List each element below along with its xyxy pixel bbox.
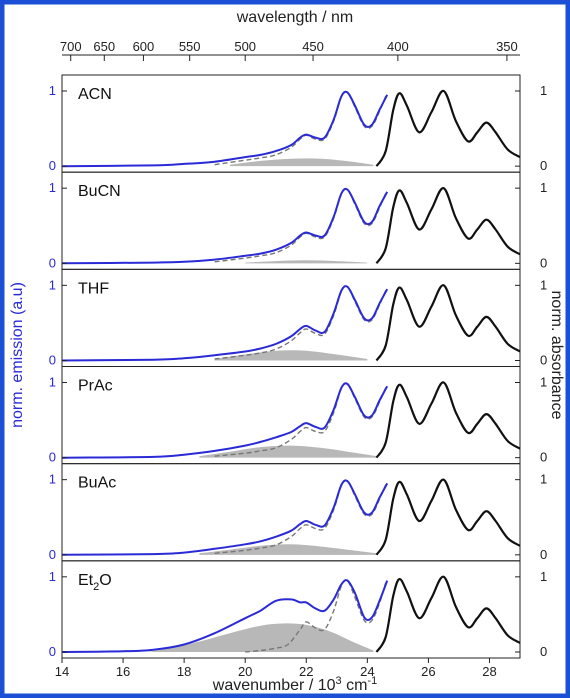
right-axis-tick-label: 0 (540, 353, 547, 368)
shaded-component-area (229, 158, 374, 167)
shaded-component-area (147, 623, 374, 652)
bottom-axis-title-mid: cm (342, 677, 368, 694)
right-axis-tick-label: 0 (540, 158, 547, 173)
panel-label-acn: ACN (78, 86, 112, 103)
shaded-component-area (214, 350, 368, 361)
emission-curve (61, 382, 389, 459)
bottom-axis-tick-label: 16 (116, 664, 130, 679)
plot-area: 700 650 600 550 500 450 400 350 0 1 0 1 ACN 0 1 0 1 BuCN 0… (49, 39, 547, 679)
right-axis-tick-label: 0 (540, 255, 547, 270)
top-axis-tick-label: 500 (234, 39, 256, 54)
panel-frame (61, 560, 521, 659)
left-axis-tick-label: 0 (49, 450, 56, 465)
right-axis-title: norm. absorbance (548, 291, 565, 420)
bottom-axis-title-sup2: -1 (367, 675, 377, 687)
shaded-component-area (199, 544, 377, 555)
bottom-axis-tick-label: 28 (482, 664, 496, 679)
emission-curve (61, 579, 389, 653)
panel-label-bucn: BuCN (78, 183, 121, 200)
bottom-axis-tick-label: 18 (177, 664, 191, 679)
bottom-axis-tick-label: 22 (299, 664, 313, 679)
left-axis-tick-label: 1 (49, 472, 56, 487)
panel-label-et: Et2O (78, 572, 112, 593)
right-axis-tick-label: 1 (540, 569, 547, 584)
left-axis-tick-label: 1 (49, 569, 56, 584)
right-axis-tick-label: 1 (540, 180, 547, 195)
top-axis-tick-label: 700 (60, 39, 82, 54)
bottom-axis-title: wavenumber / 103 cm-1 (212, 675, 377, 694)
top-axis-title: wavelength / nm (236, 9, 354, 26)
panel-label-tail: O (99, 572, 111, 589)
left-axis-tick-label: 0 (49, 644, 56, 659)
top-axis-tick-label: 450 (302, 39, 324, 54)
left-axis-tick-label: 1 (49, 180, 56, 195)
absorbance-curve (375, 478, 521, 556)
absorbance-curve (375, 284, 521, 362)
panel-label-main: BuAc (78, 475, 116, 492)
bottom-axis-title-sup1: 3 (336, 675, 342, 687)
absorbance-curve (375, 187, 521, 264)
top-axis-tick-label: 550 (179, 39, 201, 54)
emission-curve (61, 187, 389, 265)
emission-curve (61, 285, 389, 362)
right-axis-tick-label: 0 (540, 547, 547, 562)
panel-label-buac: BuAc (78, 475, 116, 492)
emission-curve (61, 90, 389, 168)
left-axis-tick-label: 1 (49, 277, 56, 292)
fit-curve-dashed (214, 382, 387, 457)
bottom-axis-tick-label: 26 (421, 664, 435, 679)
shaded-component-area (245, 260, 368, 264)
emission-curve (61, 479, 389, 556)
right-axis-tick-label: 1 (540, 375, 547, 390)
panel-label-prac: PrAc (78, 378, 113, 395)
absorbance-curve (375, 575, 521, 653)
left-axis-tick-label: 1 (49, 375, 56, 390)
right-axis-tick-label: 1 (540, 83, 547, 98)
right-axis-tick-label: 0 (540, 450, 547, 465)
bottom-axis-tick-label: 24 (360, 664, 374, 679)
fit-curve-dashed (214, 285, 387, 360)
bottom-axis-title-main: wavenumber / 10 (212, 677, 336, 694)
fit-curve-dashed (214, 479, 387, 554)
panel-label-main: BuCN (78, 183, 121, 200)
bottom-axis-tick-label: 20 (238, 664, 252, 679)
right-axis-tick-label: 1 (540, 472, 547, 487)
top-axis-tick-label: 400 (387, 39, 409, 54)
absorbance-curve (375, 381, 521, 459)
panel-label-subscript: 2 (93, 581, 99, 593)
panel-label-main: ACN (78, 86, 112, 103)
left-axis-tick-label: 1 (49, 83, 56, 98)
left-axis-tick-label: 0 (49, 547, 56, 562)
top-axis-tick-label: 350 (496, 39, 518, 54)
bottom-axis-tick-label: 14 (55, 664, 69, 679)
left-axis-tick-label: 0 (49, 158, 56, 173)
top-axis-tick-label: 650 (93, 39, 115, 54)
top-axis-tick-label: 600 (133, 39, 155, 54)
right-axis-tick-label: 1 (540, 277, 547, 292)
left-axis-title: norm. emission (a.u) (9, 282, 26, 428)
shaded-component-area (199, 445, 377, 458)
left-axis-tick-label: 0 (49, 255, 56, 270)
fit-curve-dashed (214, 188, 387, 263)
panel-label-main: THF (78, 280, 109, 297)
panel-label-main: PrAc (78, 378, 113, 395)
left-axis-tick-label: 0 (49, 353, 56, 368)
fit-curve-dashed (214, 91, 387, 166)
panel-label-main: Et (78, 572, 94, 589)
right-axis-tick-label: 0 (540, 644, 547, 659)
panel-label-thf: THF (78, 280, 109, 297)
absorbance-curve (375, 89, 521, 167)
